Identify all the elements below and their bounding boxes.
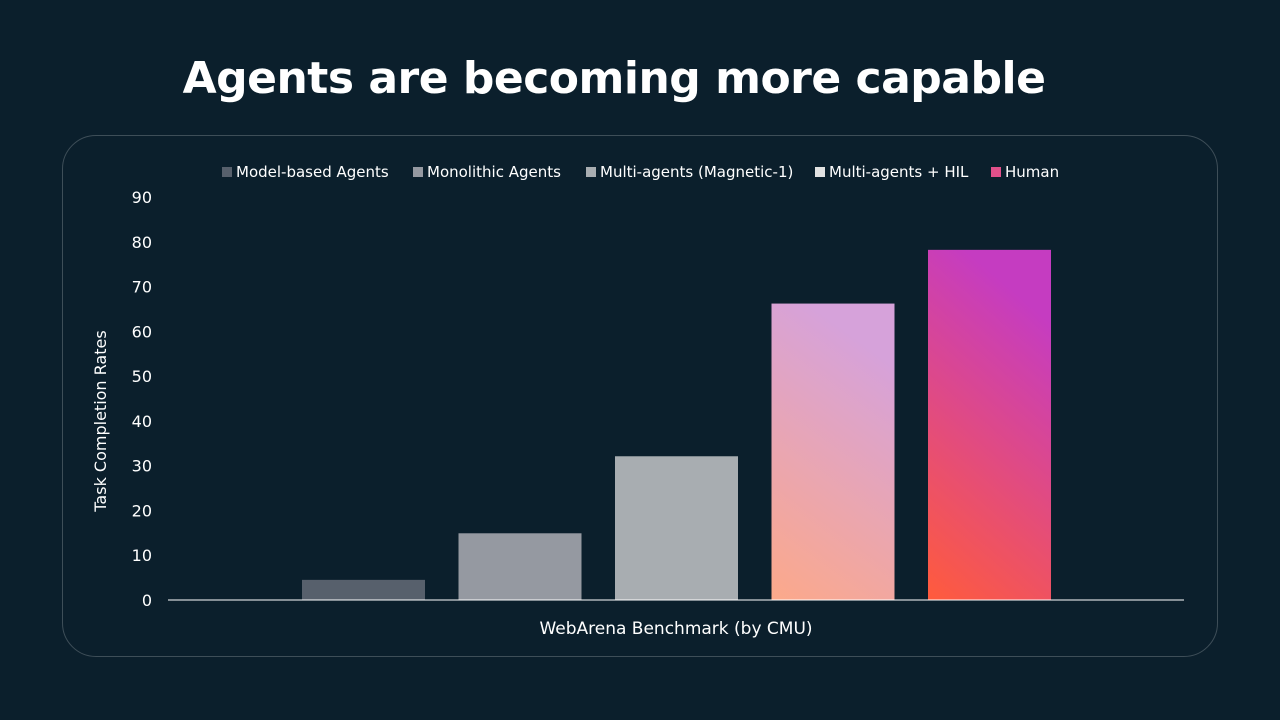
bar-monolithic-agents xyxy=(458,533,582,600)
y-tick-label: 0 xyxy=(142,591,152,610)
y-axis-ticks: 0 10 20 30 40 50 60 70 80 90 xyxy=(132,188,152,610)
slide-title: Agents are becoming more capable xyxy=(182,53,1046,104)
y-tick-label: 40 xyxy=(132,412,152,431)
legend-label: Multi-agents + HIL xyxy=(829,163,969,181)
y-tick-label: 80 xyxy=(132,233,152,252)
bar-model-based-agents xyxy=(302,579,425,600)
legend-label: Multi-agents (Magnetic-1) xyxy=(600,163,793,181)
chart-legend: Model-based Agents Monolithic Agents Multi… xyxy=(222,163,1059,181)
bar-human xyxy=(928,249,1051,601)
y-axis-label: Task Completion Rates xyxy=(91,330,110,512)
bars xyxy=(302,249,1051,601)
legend-swatch xyxy=(815,167,825,177)
legend-swatch xyxy=(991,167,1001,177)
legend-swatch xyxy=(222,167,232,177)
legend-label: Human xyxy=(1005,163,1059,181)
chart-panel xyxy=(62,135,1218,657)
bar-multi-agents-hil xyxy=(771,303,895,600)
x-axis-label: WebArena Benchmark (by CMU) xyxy=(539,619,812,639)
y-tick-label: 10 xyxy=(132,546,152,565)
bar-multi-agents-magnetic-1 xyxy=(615,456,738,600)
y-tick-label: 70 xyxy=(132,278,152,297)
legend-swatch xyxy=(586,167,596,177)
y-tick-label: 50 xyxy=(132,367,152,386)
legend-label: Model-based Agents xyxy=(236,163,389,181)
y-tick-label: 60 xyxy=(132,322,152,341)
legend-swatch xyxy=(413,167,423,177)
y-tick-label: 30 xyxy=(132,457,152,476)
y-tick-label: 90 xyxy=(132,188,152,207)
y-tick-label: 20 xyxy=(132,501,152,520)
legend-label: Monolithic Agents xyxy=(427,163,561,181)
